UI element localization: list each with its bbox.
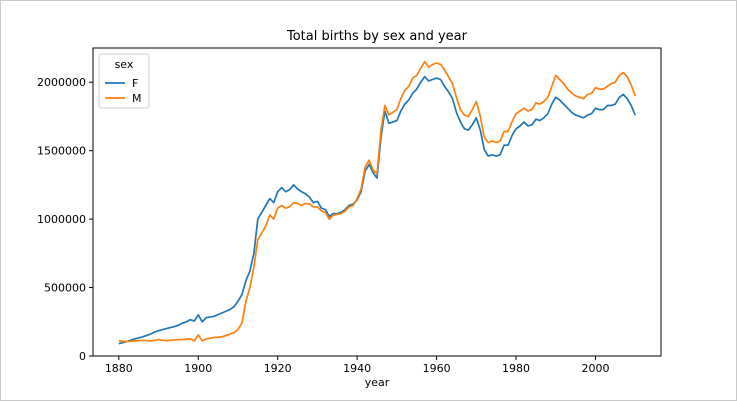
x-tick-label: 2000 [581,362,609,375]
series-line-F [118,75,636,345]
series-line-M [118,60,636,343]
x-tick-label: 1980 [502,362,530,375]
x-tick-label: 1920 [264,362,292,375]
x-tick-label: 1880 [105,362,133,375]
axes-frame [92,47,662,357]
legend-box [98,53,150,109]
y-axis: 0 500000 1000000 1500000 2000000 [37,76,93,363]
x-tick-label: 1960 [423,362,451,375]
y-tick-label: 0 [79,350,86,363]
legend-entries: FM [105,77,142,105]
x-axis-label: year [365,376,390,389]
legend-title: sex [115,58,134,71]
y-tick-label: 2000000 [37,76,86,89]
legend-label-M: M [132,92,142,105]
y-tick-label: 1000000 [37,213,86,226]
chart-title: Total births by sex and year [286,29,468,44]
legend-label-F: F [132,77,138,90]
legend: sex FM [98,53,150,109]
x-tick-label: 1900 [184,362,212,375]
x-axis: 1880 1900 1920 1940 1960 1980 2000 [105,356,609,375]
series-group [118,60,636,345]
x-tick-label: 1940 [343,362,371,375]
y-tick-label: 1500000 [37,145,86,158]
y-tick-label: 500000 [44,282,86,295]
